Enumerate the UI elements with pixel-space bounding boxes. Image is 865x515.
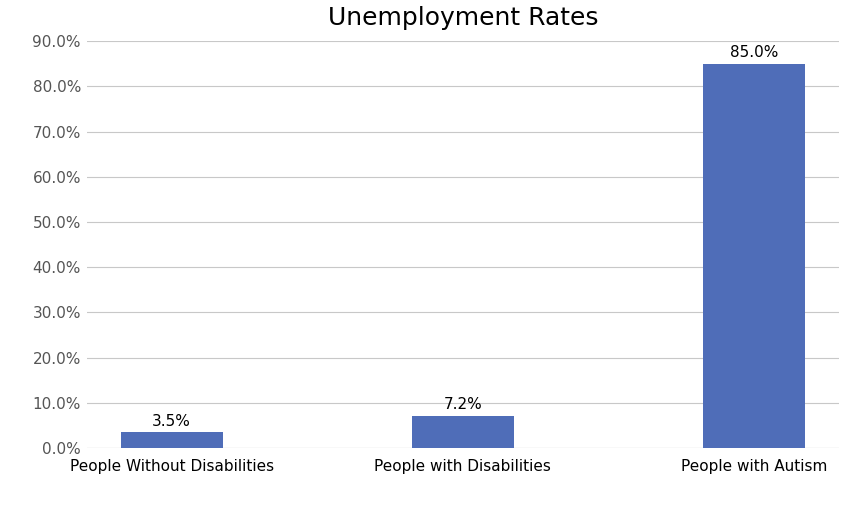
Bar: [703, 64, 804, 448]
Bar: [121, 432, 222, 448]
Bar: [412, 416, 514, 448]
Text: 85.0%: 85.0%: [730, 45, 778, 60]
Text: 7.2%: 7.2%: [444, 397, 482, 412]
Title: Unemployment Rates: Unemployment Rates: [328, 6, 598, 29]
Text: 3.5%: 3.5%: [152, 414, 191, 428]
